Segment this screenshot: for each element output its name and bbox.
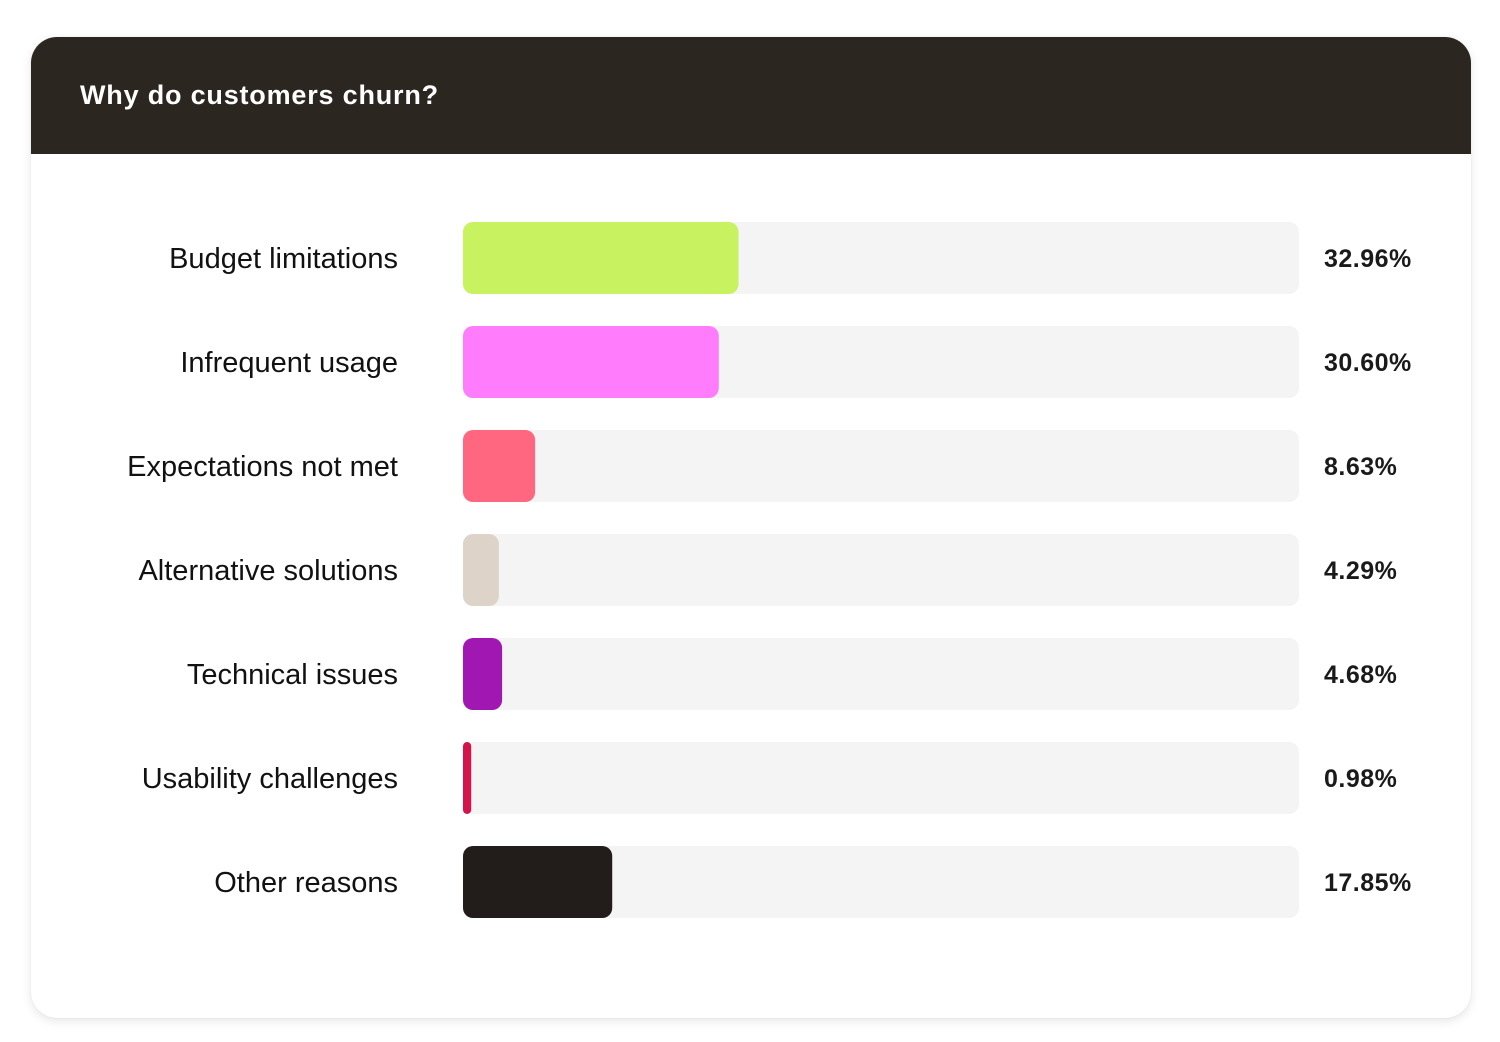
value-label: 17.85% bbox=[1324, 869, 1412, 897]
bar bbox=[463, 638, 503, 710]
value-label: 32.96% bbox=[1324, 245, 1412, 273]
bar-track bbox=[463, 430, 1299, 502]
category-label: Expectations not met bbox=[127, 451, 398, 483]
category-label: Other reasons bbox=[214, 867, 398, 899]
category-label: Alternative solutions bbox=[138, 555, 398, 587]
bar bbox=[463, 222, 739, 294]
category-label: Technical issues bbox=[187, 659, 398, 691]
category-label: Usability challenges bbox=[142, 763, 398, 795]
bar bbox=[463, 430, 536, 502]
value-label: 8.63% bbox=[1324, 453, 1397, 481]
value-label: 30.60% bbox=[1324, 349, 1412, 377]
bar-row: Infrequent usage 30.60% bbox=[180, 326, 1411, 398]
bar-row: Technical issues 4.68% bbox=[187, 638, 1397, 710]
chart-title: Why do customers churn? bbox=[80, 80, 439, 110]
bar bbox=[463, 742, 472, 814]
bar-track bbox=[463, 534, 1299, 606]
bar-row: Alternative solutions 4.29% bbox=[138, 534, 1397, 606]
category-label: Budget limitations bbox=[169, 243, 398, 275]
bar-track bbox=[463, 846, 1299, 918]
bar bbox=[463, 534, 499, 606]
bar-track bbox=[463, 638, 1299, 710]
bar bbox=[463, 326, 719, 398]
bar-row: Budget limitations 32.96% bbox=[169, 222, 1412, 294]
category-label: Infrequent usage bbox=[180, 347, 398, 379]
bar-track bbox=[463, 742, 1299, 814]
value-label: 0.98% bbox=[1324, 765, 1397, 793]
value-label: 4.29% bbox=[1324, 557, 1397, 585]
bar-row: Usability challenges 0.98% bbox=[142, 742, 1397, 814]
card-header: Why do customers churn? bbox=[31, 37, 1471, 154]
bar-row: Other reasons 17.85% bbox=[214, 846, 1412, 918]
bar-row: Expectations not met 8.63% bbox=[127, 430, 1397, 502]
bar bbox=[463, 846, 613, 918]
value-label: 4.68% bbox=[1324, 661, 1397, 689]
